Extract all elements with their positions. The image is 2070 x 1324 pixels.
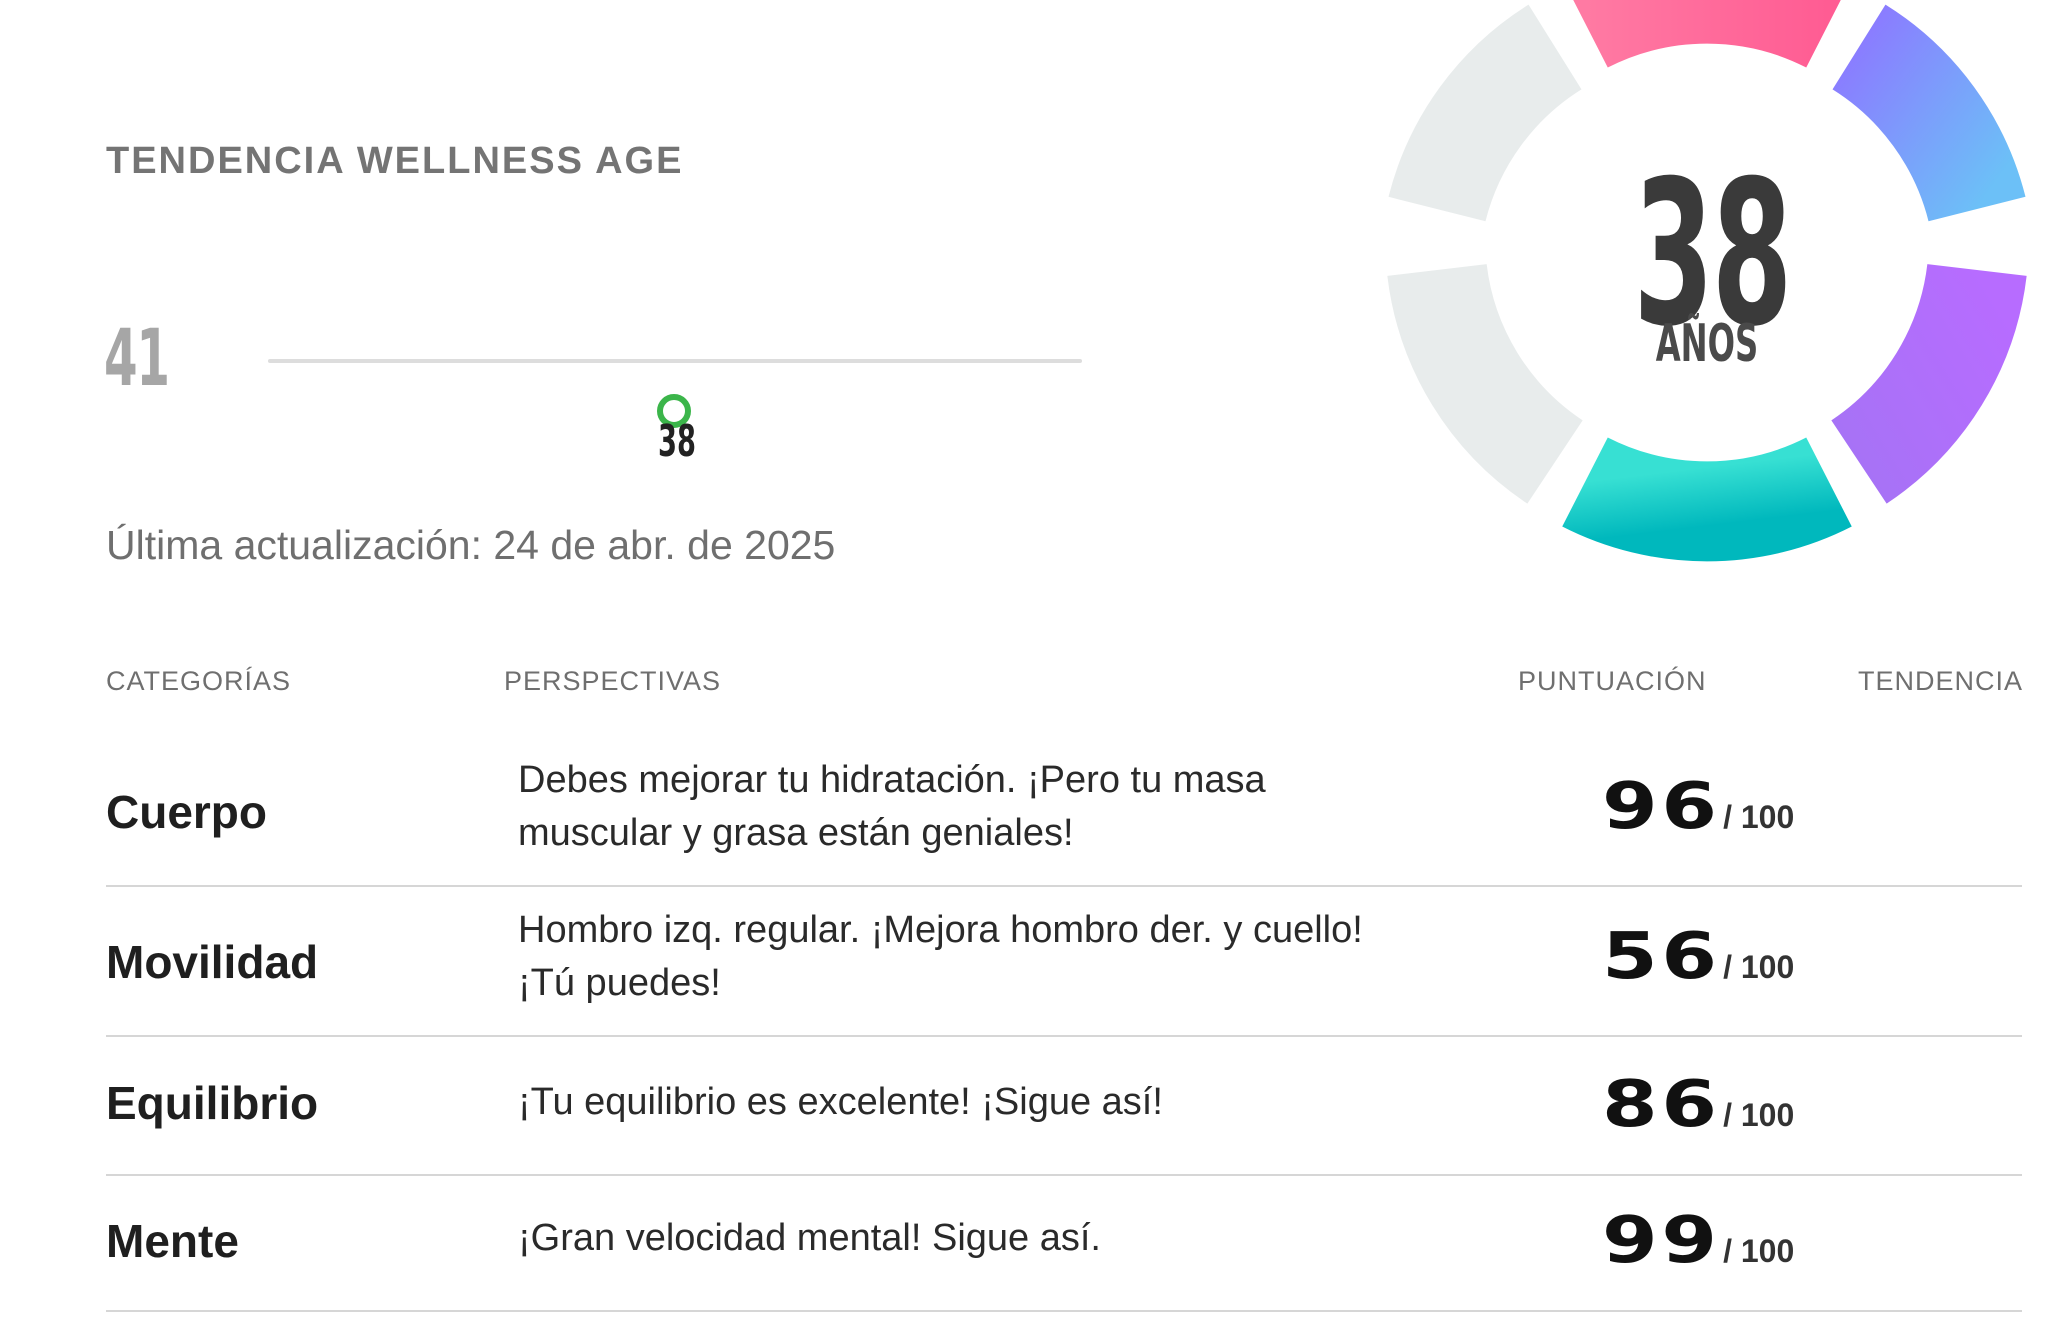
header-trend: TENDENCIA — [1858, 666, 2024, 696]
table-row[interactable]: Movilidad Hombro izq. regular. ¡Mejora h… — [106, 890, 2022, 1040]
ring-segment-purple — [1830, 263, 2027, 504]
row-score-value: 96 — [1602, 770, 1721, 844]
row-insight: Debes mejorar tu hidratación. ¡Pero tu m… — [518, 759, 1266, 854]
row-divider — [106, 1174, 2022, 1176]
row-divider — [106, 1310, 2022, 1312]
row-score-max: / 100 — [1723, 799, 1795, 835]
row-score-value: 56 — [1602, 920, 1721, 994]
table-row[interactable]: Equilibrio ¡Tu equilibrio es excelente! … — [106, 1040, 2022, 1178]
row-divider — [106, 1035, 2022, 1037]
header-categories: CATEGORÍAS — [106, 666, 292, 696]
trend-current-marker-label: 38 — [658, 416, 696, 467]
header-insights: PERSPECTIVAS — [504, 666, 722, 696]
header-score: PUNTUACIÓN — [1518, 666, 1707, 696]
row-score: 96/ 100 — [1602, 770, 1794, 844]
table-row[interactable]: Mente ¡Gran velocidad mental! Sigue así.… — [106, 1176, 2022, 1314]
row-divider — [106, 885, 2022, 887]
row-score-max: / 100 — [1723, 1233, 1795, 1269]
trend-start-age: 41 — [104, 314, 170, 404]
wellness-age-unit: AÑOS — [1655, 314, 1759, 374]
row-score-max: / 100 — [1723, 1097, 1795, 1133]
row-score: 56/ 100 — [1602, 920, 1794, 994]
last-update-text: Última actualización: 24 de abr. de 2025 — [106, 522, 836, 568]
wellness-age-value: 38 — [1633, 138, 1792, 371]
ring-segment-pink — [1573, 0, 1841, 68]
row-score-max: / 100 — [1723, 949, 1795, 985]
row-category: Mente — [106, 1215, 239, 1267]
ring-segment-blue — [1831, 4, 2026, 223]
wellness-age-ring — [1387, 0, 2027, 562]
row-category: Movilidad — [106, 936, 319, 988]
trend-title: TENDENCIA WELLNESS AGE — [106, 140, 684, 182]
row-category: Cuerpo — [106, 786, 267, 838]
row-score-value: 99 — [1602, 1204, 1721, 1278]
table-row[interactable]: Cuerpo Debes mejorar tu hidratación. ¡Pe… — [106, 740, 2022, 890]
row-insight: ¡Gran velocidad mental! Sigue así. — [518, 1217, 1101, 1259]
ring-segment-gray-upper — [1388, 4, 1583, 223]
row-insight: ¡Tu equilibrio es excelente! ¡Sigue así! — [518, 1081, 1163, 1123]
row-score: 99/ 100 — [1602, 1204, 1794, 1278]
row-insight: Hombro izq. regular. ¡Mejora hombro der.… — [518, 909, 1363, 1004]
ring-segment-teal — [1562, 437, 1852, 562]
row-score-value: 86 — [1602, 1068, 1721, 1142]
ring-segment-gray-lower — [1387, 263, 1584, 504]
trend-current-marker[interactable] — [657, 394, 691, 428]
row-category: Equilibrio — [106, 1077, 319, 1129]
trend-line — [268, 359, 1082, 363]
row-score: 86/ 100 — [1602, 1068, 1794, 1142]
